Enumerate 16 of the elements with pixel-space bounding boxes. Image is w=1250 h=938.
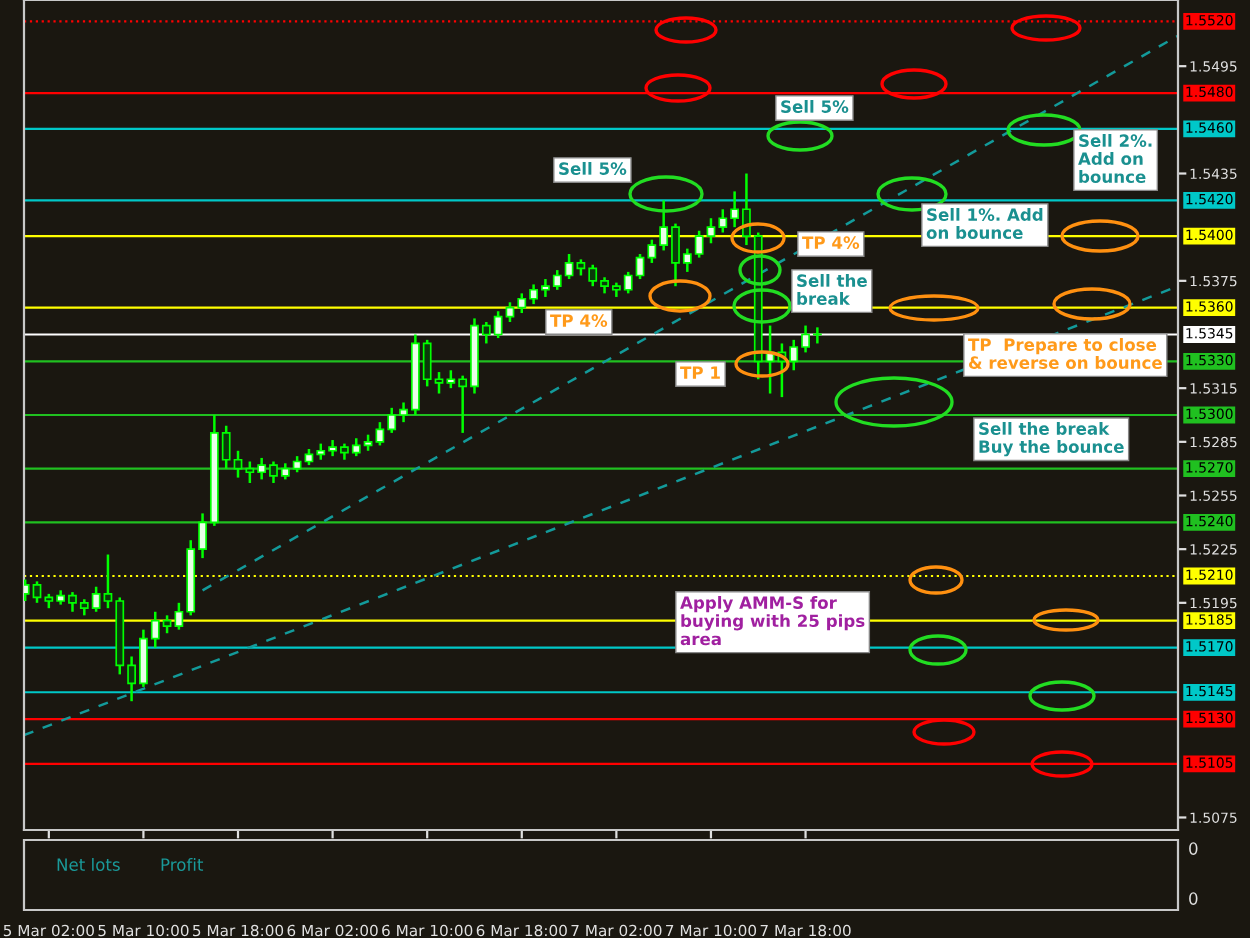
text: 0 — [1189, 842, 1198, 855]
annotation: Sell 5% — [559, 162, 627, 175]
annotation: Apply AMM-S for buying with 25 pips area — [680, 596, 865, 646]
annotation: Sell the break — [979, 422, 1110, 435]
text: 0 — [1189, 892, 1198, 905]
annotation: TP Prepare to close & reverse on bounce — [968, 338, 1162, 369]
annotation: TP 1 — [680, 366, 720, 379]
annotation: Sell 2%. Add on bounce — [1078, 134, 1152, 183]
annotation: TP 4% — [802, 236, 860, 249]
annotation: Sell 1%. Add on bounce — [926, 208, 1043, 239]
text: Sell the break — [797, 274, 867, 305]
text: Net lots — [57, 858, 120, 871]
text: Profit — [161, 858, 204, 871]
text: Buy the bounce — [979, 440, 1124, 457]
annotation: TP 4% — [550, 314, 608, 327]
annotation: Sell 5% — [781, 100, 849, 113]
